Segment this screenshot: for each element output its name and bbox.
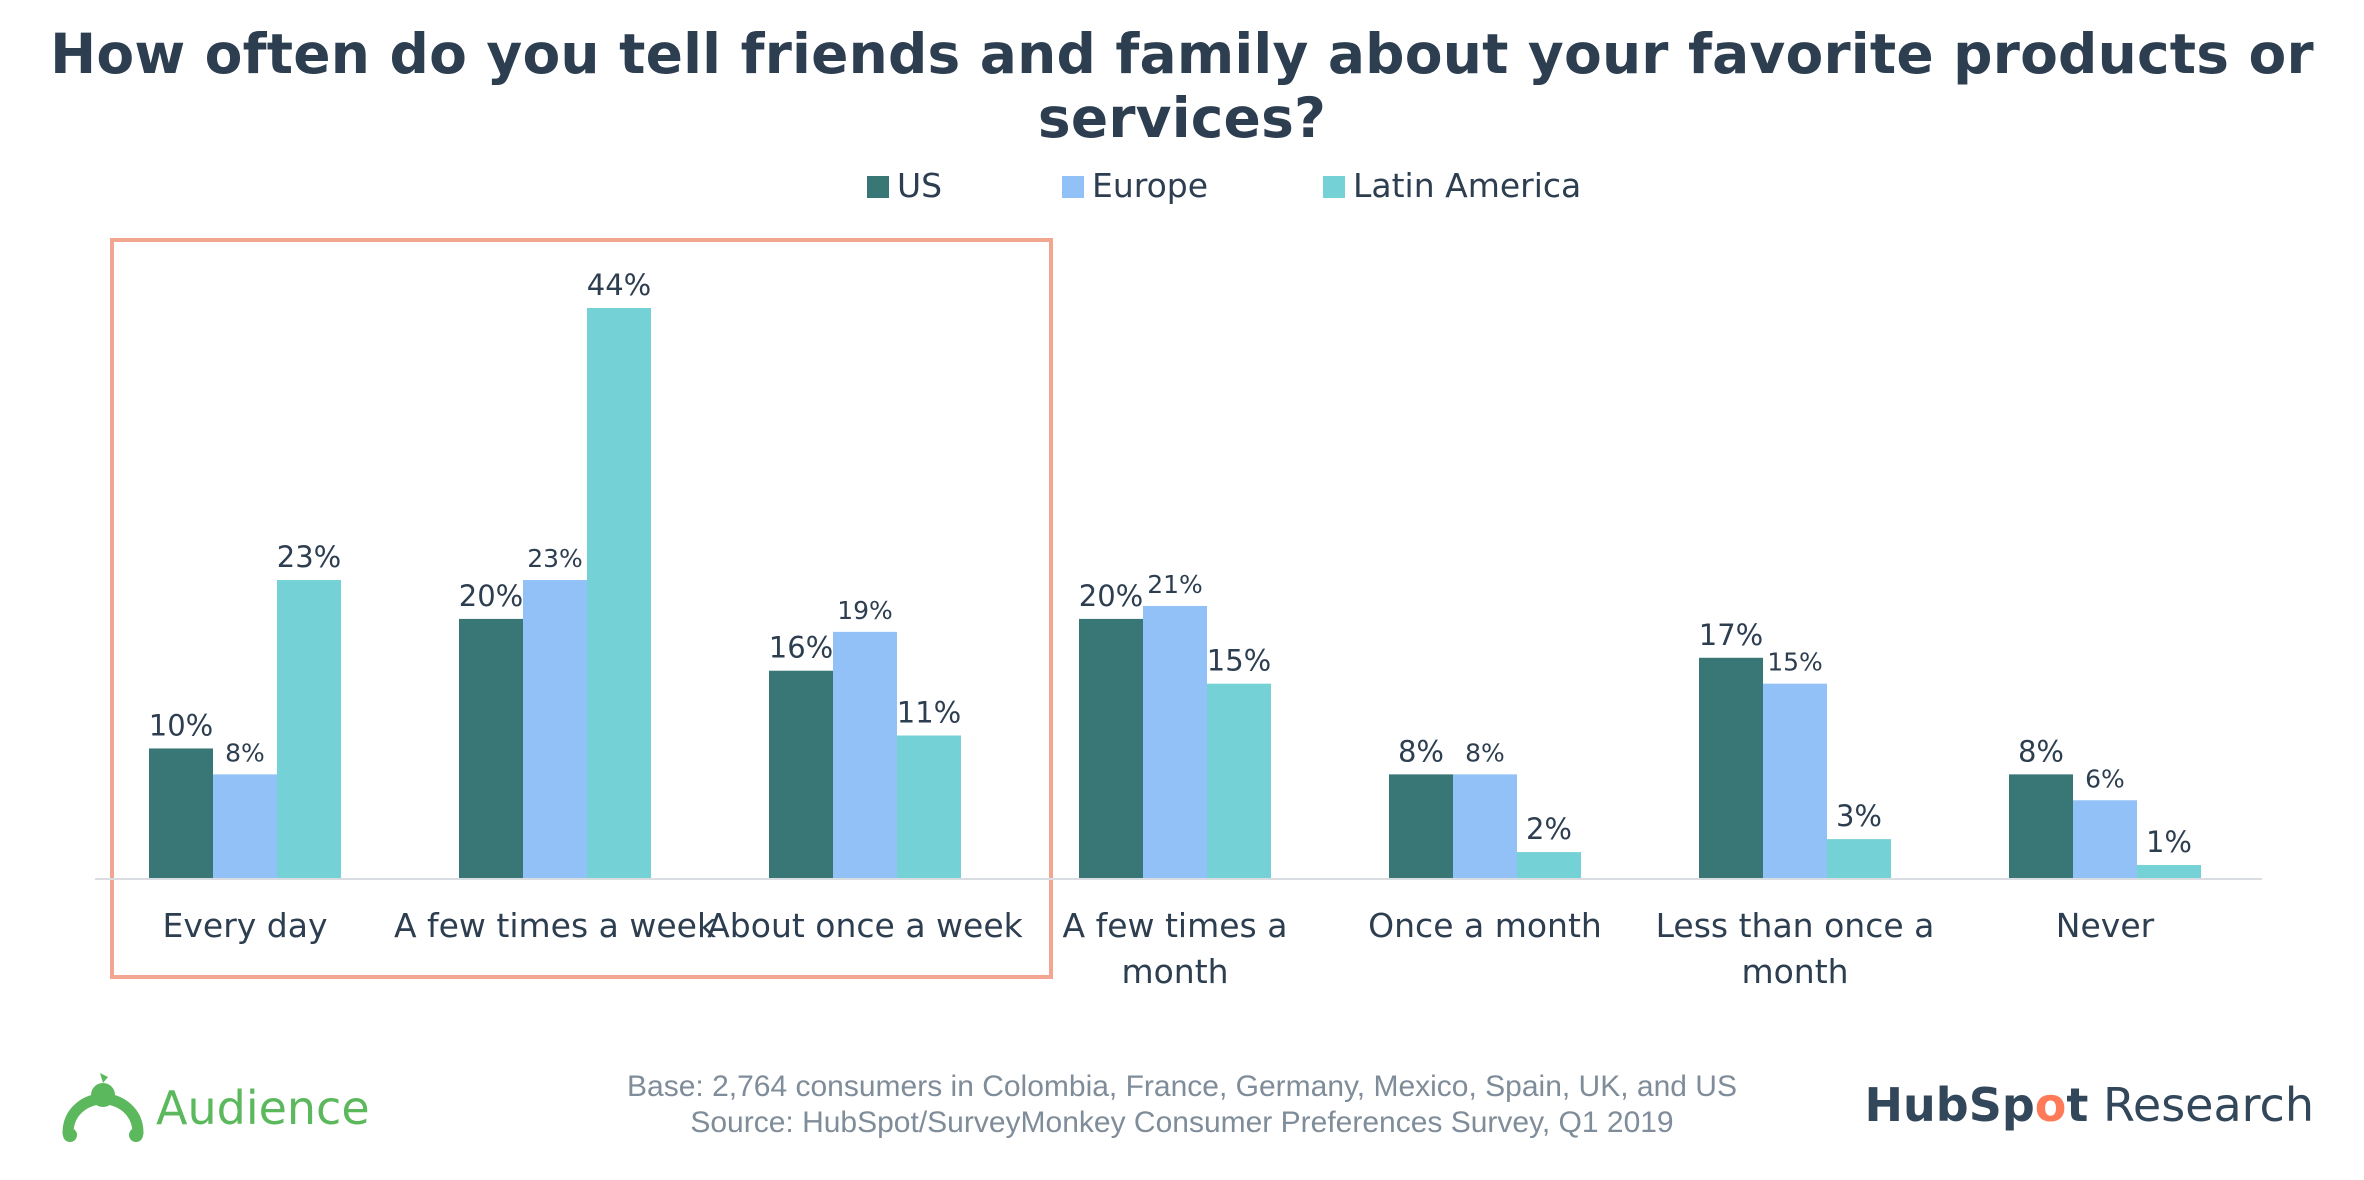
legend-label-1: Europe (1092, 166, 1208, 205)
audience-logo-text: Audience (156, 1081, 370, 1135)
hubspot-research-suffix: Research (2088, 1078, 2314, 1132)
data-label-3-0: 20% (1079, 579, 1143, 613)
bar-2-2 (897, 735, 961, 878)
bar-3-2 (1207, 683, 1271, 878)
bar-6-2 (2137, 865, 2201, 878)
data-label-2-0: 16% (769, 631, 833, 665)
audience-logo: Audience (60, 1068, 370, 1148)
data-label-0-2: 23% (277, 540, 341, 574)
category-label-2: About once a week (707, 906, 1023, 945)
data-label-0-1: 8% (225, 738, 265, 767)
hubspot-brand: HubSpot (1865, 1078, 2089, 1132)
legend-label-0: US (897, 166, 942, 205)
bar-3-1 (1143, 605, 1207, 878)
bar-2-1 (833, 631, 897, 878)
legend-swatch-1 (1062, 176, 1084, 198)
category-label-4: Once a month (1368, 906, 1602, 945)
category-label-1: A few times a week (394, 906, 717, 945)
hubspot-brand-end: t (2066, 1078, 2089, 1132)
data-label-1-2: 44% (587, 268, 651, 302)
bar-0-1 (213, 774, 277, 878)
hubspot-sprocket-icon: o (2034, 1078, 2067, 1132)
category-label-6: Never (2056, 906, 2155, 945)
hubspot-brand-start: HubSp (1864, 1078, 2035, 1132)
bar-1-1 (523, 580, 587, 878)
data-label-6-2: 1% (2146, 825, 2192, 859)
data-label-3-2: 15% (1207, 644, 1271, 678)
footer-base-note: Base: 2,764 consumers in Colombia, Franc… (627, 1070, 1737, 1103)
legend-swatch-0 (867, 176, 889, 198)
data-label-3-1: 21% (1147, 570, 1203, 599)
data-label-5-0: 17% (1699, 618, 1763, 652)
category-label-3-line1: month (1121, 952, 1228, 991)
bar-1-0 (459, 618, 523, 878)
footer-source-note: Source: HubSpot/SurveyMonkey Consumer Pr… (690, 1106, 1674, 1139)
bar-0-2 (277, 580, 341, 878)
bar-4-0 (1389, 774, 1453, 878)
data-label-5-2: 3% (1836, 799, 1882, 833)
bar-chart: US Europe Latin America 10% 8% 23% Every day 20… (95, 166, 2262, 991)
bar-1-2 (587, 308, 651, 878)
bar-4-2 (1517, 852, 1581, 878)
bar-6-1 (2073, 800, 2137, 878)
bar-5-2 (1827, 839, 1891, 878)
bar-0-0 (149, 748, 213, 878)
legend-swatch-2 (1323, 176, 1345, 198)
audience-icon (62, 1073, 144, 1142)
legend-label-2: Latin America (1353, 166, 1581, 205)
hubspot-research-logo: HubSpot Research (1865, 1078, 2314, 1132)
data-label-4-0: 8% (1398, 734, 1444, 768)
chart-title: How often do you tell friends and family… (50, 22, 2314, 150)
category-label-5: Less than once a (1656, 906, 1935, 945)
bar-6-0 (2009, 774, 2073, 878)
data-label-0-0: 10% (149, 708, 213, 742)
category-label-5-line1: month (1741, 952, 1848, 991)
data-label-4-2: 2% (1526, 812, 1572, 846)
bar-3-0 (1079, 618, 1143, 878)
data-label-5-1: 15% (1767, 648, 1823, 677)
category-label-3: A few times a (1063, 906, 1288, 945)
data-label-4-1: 8% (1465, 738, 1505, 767)
data-label-6-1: 6% (2085, 764, 2125, 793)
bar-5-0 (1699, 657, 1763, 878)
category-label-0: Every day (163, 906, 328, 945)
data-label-1-1: 23% (527, 544, 583, 573)
bar-5-1 (1763, 683, 1827, 878)
bar-2-0 (769, 670, 833, 878)
data-label-1-0: 20% (459, 579, 523, 613)
bar-4-1 (1453, 774, 1517, 878)
highlight-box (110, 238, 1053, 979)
data-label-2-1: 19% (837, 596, 893, 625)
data-label-6-0: 8% (2018, 734, 2064, 768)
data-label-2-2: 11% (897, 696, 961, 730)
